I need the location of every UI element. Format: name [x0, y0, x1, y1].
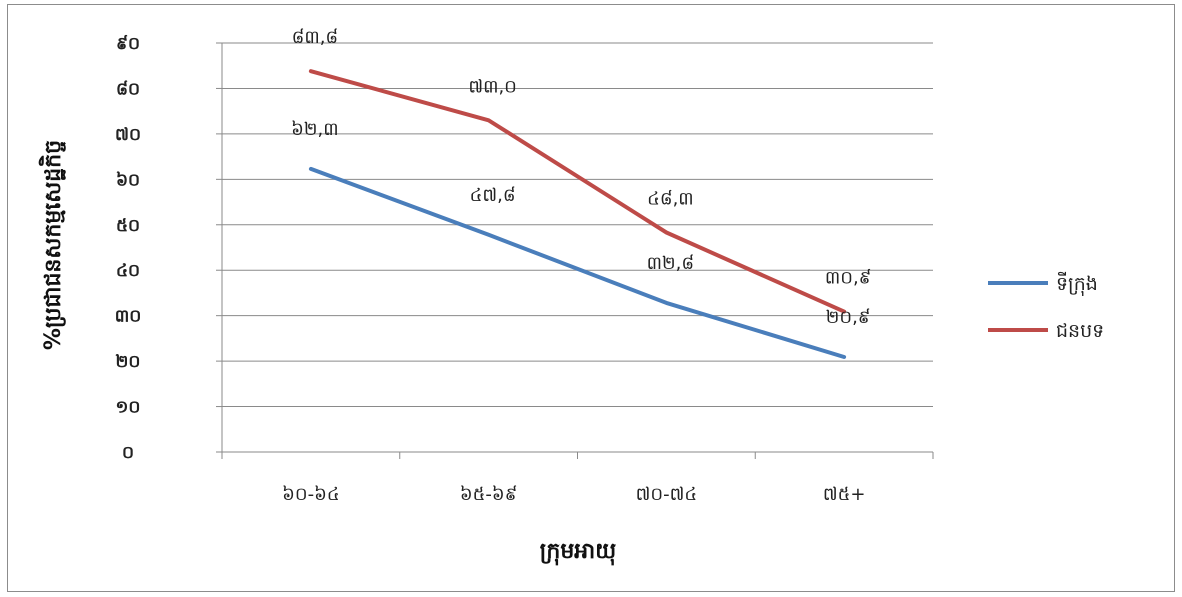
x-tick-label: ៦០-៦៤: [282, 484, 339, 505]
x-tick-label: ៧៥+: [823, 484, 866, 505]
x-axis-title: ក្រុមអាយុ: [540, 539, 616, 566]
data-label: ៧៣,០: [468, 76, 517, 97]
series-line: [308, 69, 847, 314]
y-axis-ticks: ០ ១០ ២០ ៣០ ៤០ ៥០ ៦០ ៧០ ៨០ ៩០: [115, 34, 142, 463]
legend-label-rural: ជនបទ: [1056, 320, 1104, 342]
y-tick-label: ៦០: [116, 170, 140, 190]
data-label: ២០,៩: [826, 307, 871, 328]
data-label: ៦២,៣: [291, 119, 338, 140]
data-label: ៤៧,៨: [470, 185, 516, 206]
x-tick-label: ៦៥-៦៩: [460, 484, 517, 505]
y-tick-label: ២០: [116, 352, 141, 372]
y-tick-label: ១០: [116, 398, 141, 418]
y-tick-label: ៥០: [116, 216, 140, 236]
y-tick-label: ៨០: [116, 79, 140, 99]
series-lines: [308, 69, 847, 359]
x-tick-label: ៧០-៧៤: [636, 484, 698, 505]
y-axis-title: %ប្រជាជនសកម្មសេដ្ឋកិច្ច: [38, 140, 66, 350]
chart-frame: [7, 4, 1175, 592]
data-labels: ៦២,៣៤៧,៨៣២,៨២០,៩ ៨៣,៨៧៣,០៤៨,៣៣០,៩: [291, 27, 871, 328]
y-tick-label: ៩០: [116, 34, 140, 54]
data-label: ៤៨,៣: [647, 189, 694, 210]
y-tick-label: ៣០: [115, 307, 142, 327]
y-tick-label: ៤០: [116, 261, 140, 281]
data-label: ៣២,៨: [647, 253, 694, 274]
data-label: ៣០,៩: [825, 268, 872, 289]
gridlines: [216, 42, 934, 459]
x-axis-ticks: ៦០-៦៤ ៦៥-៦៩ ៧០-៧៤ ៧៥+: [282, 484, 865, 505]
y-tick-label: ៧០: [115, 125, 141, 145]
series-line: [308, 166, 847, 359]
legend-label-urban: ទីក្រុង: [1056, 271, 1098, 297]
legend: ទីក្រុង ជនបទ: [988, 271, 1104, 342]
data-label: ៨៣,៨: [292, 27, 339, 48]
y-tick-label: ០: [122, 443, 134, 463]
